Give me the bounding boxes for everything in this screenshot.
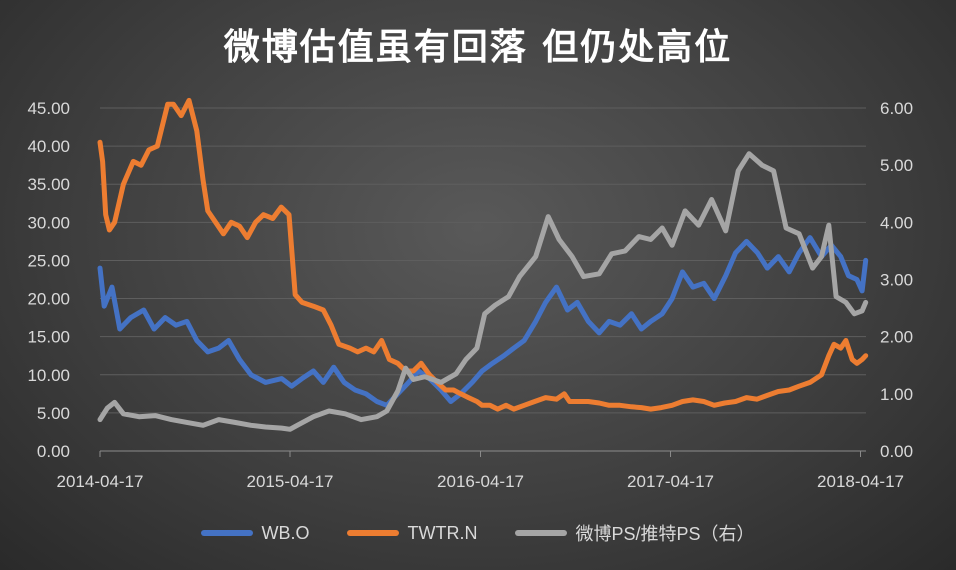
series-lines: [97, 97, 869, 432]
line-chart: 0.00 5.00 10.00 15.00 20.00 25.00 30.00 35.00 40…: [27, 97, 913, 491]
y-left-tick-label: 35.00: [27, 175, 70, 194]
legend-item: 微博PS/推特PS（右）: [515, 520, 755, 546]
y-left-tick-label: 25.00: [27, 251, 70, 270]
y-left-tick-label: 20.00: [27, 290, 70, 309]
x-tick-label: 2016-04-17: [437, 472, 524, 491]
y-right-tick-label: 4.00: [880, 213, 913, 232]
y-left-tick-label: 40.00: [27, 137, 70, 156]
x-tick-label: 2014-04-17: [57, 472, 144, 491]
y-left-tick-label: 45.00: [27, 99, 70, 118]
y-left-tick-label: 0.00: [37, 442, 70, 461]
legend: WB.O TWTR.N 微博PS/推特PS（右）: [0, 520, 956, 546]
y-left-tick-label: 15.00: [27, 328, 70, 347]
legend-label: 微博PS/推特PS（右）: [575, 524, 755, 544]
legend-item: WB.O: [201, 520, 309, 546]
gridlines: [100, 107, 866, 452]
legend-label: WB.O: [261, 522, 310, 543]
legend-item: TWTR.N: [347, 520, 477, 546]
y-right-tick-label: 0.00: [880, 442, 913, 461]
y-right-tick-label: 1.00: [880, 385, 913, 404]
x-tick-label: 2017-04-17: [627, 472, 714, 491]
series-line: [97, 151, 869, 432]
legend-swatch: [347, 530, 400, 536]
y-left-tick-label: 30.00: [27, 213, 70, 232]
y-left-tick-label: 10.00: [27, 366, 70, 385]
y-right-tick-label: 2.00: [880, 328, 913, 347]
legend-swatch: [201, 530, 254, 536]
y-left-tick-label: 5.00: [37, 404, 70, 423]
x-tick-label: 2018-04-17: [817, 472, 904, 491]
series-line: [97, 235, 869, 408]
x-tick-label: 2015-04-17: [247, 472, 334, 491]
axes: 0.00 5.00 10.00 15.00 20.00 25.00 30.00 35.00 40…: [27, 99, 913, 491]
series-line: [97, 97, 869, 412]
chart-title: 微博估值虽有回落 但仍处高位: [223, 27, 733, 68]
legend-label: TWTR.N: [407, 522, 478, 543]
y-right-tick-label: 6.00: [880, 99, 913, 118]
y-right-tick-label: 5.00: [880, 156, 913, 175]
legend-swatch: [515, 530, 568, 536]
y-right-tick-label: 3.00: [880, 271, 913, 290]
